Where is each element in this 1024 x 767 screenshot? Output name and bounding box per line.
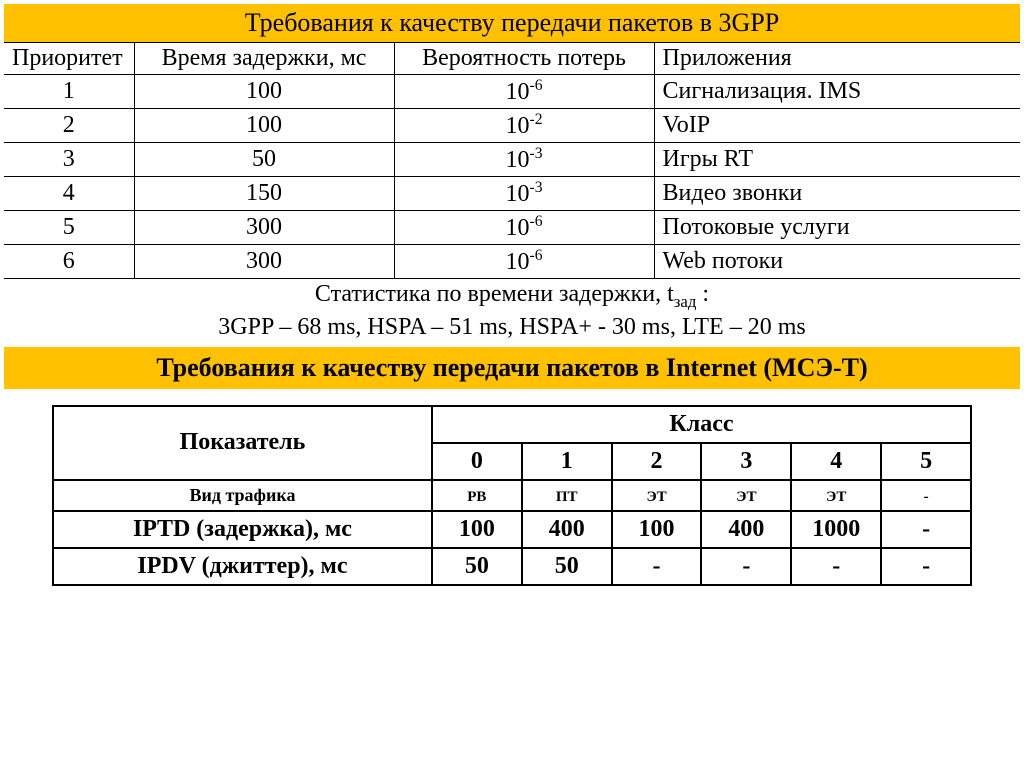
indicator-cell: IPTD (задержка), мс: [53, 511, 432, 548]
cell-app: Видео звонки: [654, 177, 1020, 211]
value-cell: 50: [522, 548, 612, 585]
stats-line-2: 3GPP – 68 ms, HSPA – 51 ms, HSPA+ - 30 m…: [4, 314, 1020, 341]
stats-post: :: [696, 281, 709, 307]
cell-prob: 10-6: [394, 211, 654, 245]
cell-priority: 1: [4, 75, 134, 109]
table-row: 415010-3Видео звонки: [4, 177, 1020, 211]
table1: Приоритет Время задержки, мс Вероятность…: [4, 43, 1020, 279]
cell-app: Сигнализация. IMS: [654, 75, 1020, 109]
cell-delay: 100: [134, 75, 394, 109]
table2-class-header: Класс: [432, 406, 971, 443]
cell-prob: 10-6: [394, 75, 654, 109]
value-cell: -: [881, 511, 971, 548]
table-row: 530010-6Потоковые услуги: [4, 211, 1020, 245]
value-cell: -: [881, 480, 971, 511]
class-number-cell: 5: [881, 443, 971, 480]
table1-header-row: Приоритет Время задержки, мс Вероятность…: [4, 43, 1020, 75]
table-row: Вид трафикаРВПТЭТЭТЭТ-: [53, 480, 971, 511]
table-row: 35010-3Игры RT: [4, 143, 1020, 177]
cell-prob: 10-3: [394, 143, 654, 177]
indicator-cell: Вид трафика: [53, 480, 432, 511]
value-cell: РВ: [432, 480, 522, 511]
value-cell: -: [881, 548, 971, 585]
cell-app: Web потоки: [654, 245, 1020, 279]
cell-delay: 50: [134, 143, 394, 177]
cell-delay: 300: [134, 245, 394, 279]
value-cell: ПТ: [522, 480, 612, 511]
stats-pre: Статистика по времени задержки, t: [315, 281, 674, 307]
value-cell: ЭТ: [791, 480, 881, 511]
table1-title: Требования к качеству передачи пакетов в…: [4, 4, 1020, 43]
value-cell: ЭТ: [701, 480, 791, 511]
stats-sub: зад: [674, 292, 697, 311]
class-number-cell: 0: [432, 443, 522, 480]
table2: Показатель Класс 012345 Вид трафикаРВПТЭ…: [52, 405, 972, 586]
cell-priority: 5: [4, 211, 134, 245]
cell-app: Потоковые услуги: [654, 211, 1020, 245]
class-number-cell: 3: [701, 443, 791, 480]
cell-delay: 300: [134, 211, 394, 245]
cell-app: VoIP: [654, 109, 1020, 143]
table1-header-delay: Время задержки, мс: [134, 43, 394, 75]
cell-priority: 4: [4, 177, 134, 211]
indicator-cell: IPDV (джиттер), мс: [53, 548, 432, 585]
table1-header-app: Приложения: [654, 43, 1020, 75]
cell-priority: 6: [4, 245, 134, 279]
cell-delay: 150: [134, 177, 394, 211]
table2-indicator-header: Показатель: [53, 406, 432, 480]
value-cell: 400: [522, 511, 612, 548]
stats-line-1: Статистика по времени задержки, tзад :: [4, 281, 1020, 312]
cell-priority: 2: [4, 109, 134, 143]
value-cell: 50: [432, 548, 522, 585]
value-cell: 400: [701, 511, 791, 548]
table1-header-prob: Вероятность потерь: [394, 43, 654, 75]
value-cell: ЭТ: [612, 480, 702, 511]
cell-app: Игры RT: [654, 143, 1020, 177]
table-row: IPTD (задержка), мс1004001004001000-: [53, 511, 971, 548]
value-cell: 100: [432, 511, 522, 548]
value-cell: -: [612, 548, 702, 585]
table-row: 210010-2VoIP: [4, 109, 1020, 143]
class-number-cell: 2: [612, 443, 702, 480]
table-row: IPDV (джиттер), мс5050----: [53, 548, 971, 585]
table1-header-priority: Приоритет: [4, 43, 134, 75]
cell-delay: 100: [134, 109, 394, 143]
cell-priority: 3: [4, 143, 134, 177]
cell-prob: 10-2: [394, 109, 654, 143]
value-cell: 100: [612, 511, 702, 548]
table2-header-row-1: Показатель Класс: [53, 406, 971, 443]
table-row: 110010-6Сигнализация. IMS: [4, 75, 1020, 109]
table2-title: Требования к качеству передачи пакетов в…: [4, 347, 1020, 389]
value-cell: -: [791, 548, 881, 585]
class-number-cell: 4: [791, 443, 881, 480]
value-cell: -: [701, 548, 791, 585]
cell-prob: 10-3: [394, 177, 654, 211]
class-number-cell: 1: [522, 443, 612, 480]
value-cell: 1000: [791, 511, 881, 548]
cell-prob: 10-6: [394, 245, 654, 279]
table-row: 630010-6Web потоки: [4, 245, 1020, 279]
